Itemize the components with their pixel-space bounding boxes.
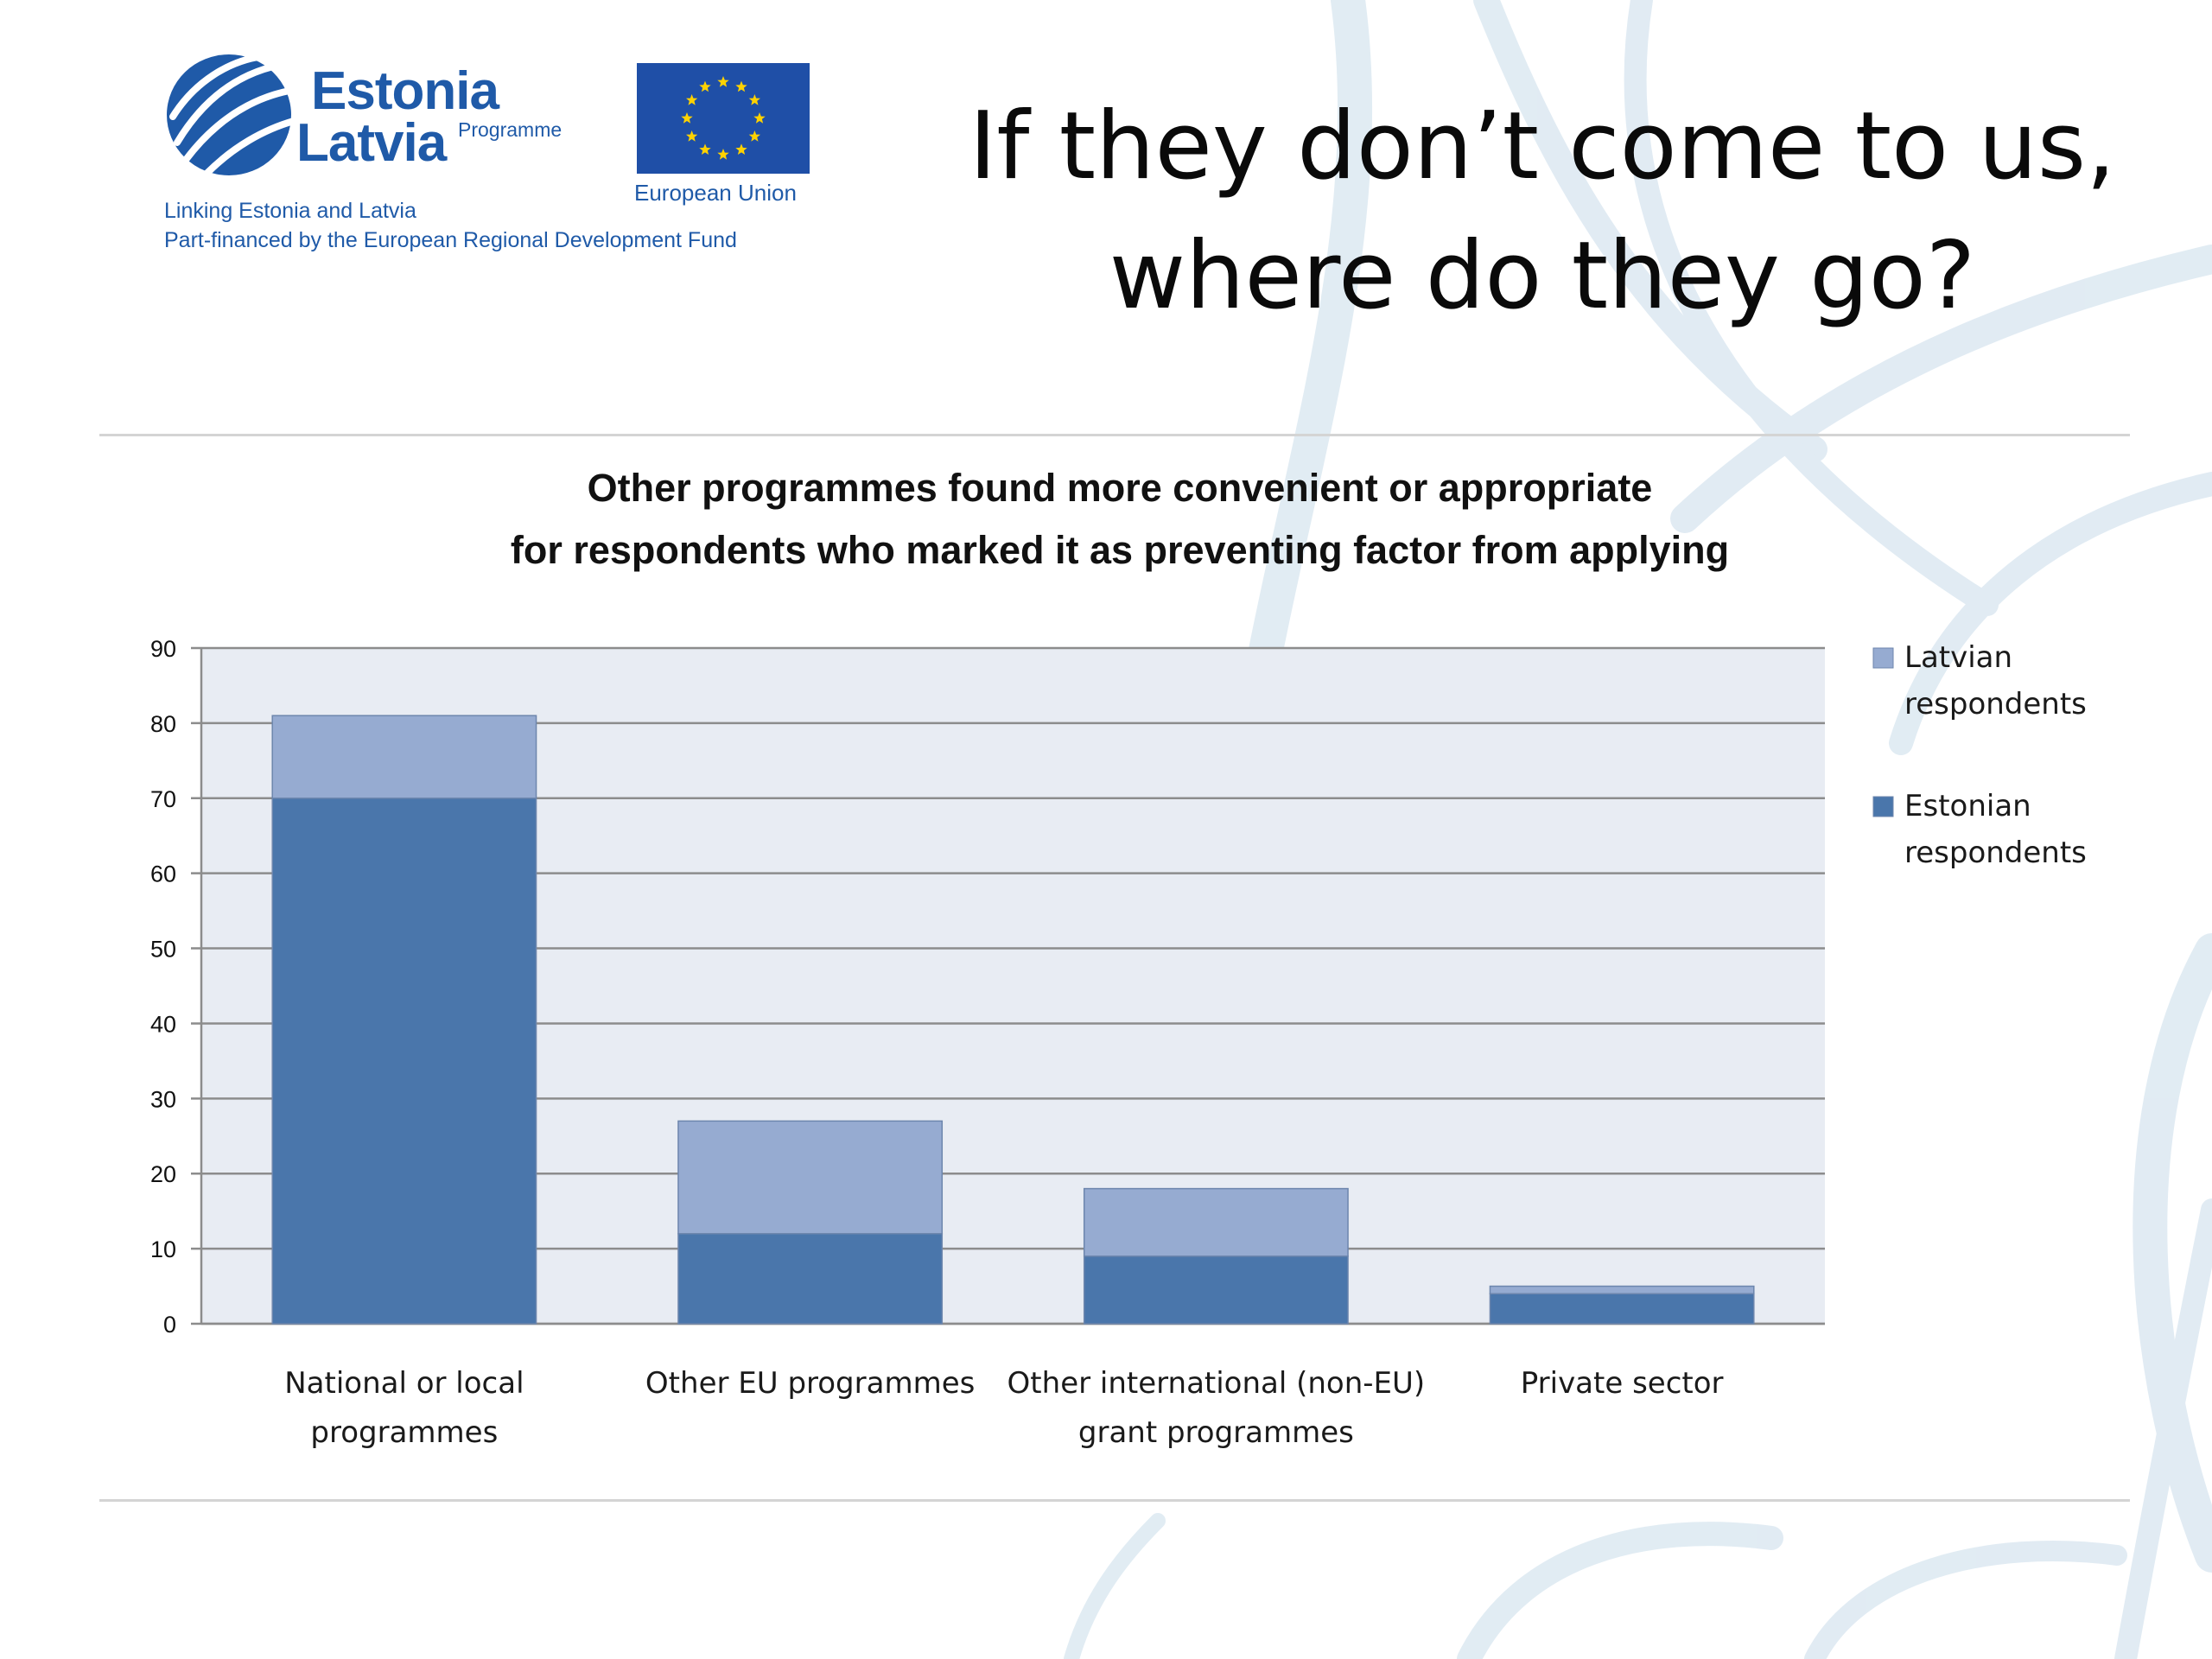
slide-title: If they don’t come to us, where do they … [929,82,2156,341]
y-tick-label: 80 [150,711,176,737]
x-category-label: National or local [284,1366,524,1401]
globe-logo-icon [167,53,297,176]
legend-swatch [1872,647,1894,669]
bar-segment-latvian [1489,1285,1755,1294]
divider-bottom [99,1499,2130,1502]
bar-segment-estonian [677,1232,944,1325]
eu-star-icon [681,112,693,124]
eu-star-icon [753,112,766,124]
logo-tagline-fund: Part-financed by the European Regional D… [164,228,737,252]
x-category-label: grant programmes [1078,1415,1354,1450]
divider-top [99,434,2130,436]
eu-star-icon [735,143,747,155]
legend-label: respondents [1904,687,2087,721]
y-tick-label: 50 [150,937,176,963]
bar-segment-estonian [1083,1255,1349,1325]
bar-segment-latvian [271,715,537,799]
chart-title-line: Other programmes found more convenient o… [588,466,1653,510]
legend-label: respondents [1904,836,2087,870]
eu-star-icon [686,130,698,142]
x-category-label: programmes [310,1415,498,1450]
logo-tagline-linking: Linking Estonia and Latvia [164,199,416,223]
eu-star-icon [748,94,760,105]
y-tick-label: 90 [150,636,176,662]
eu-flag-icon [637,63,810,174]
y-tick-label: 60 [150,861,176,887]
y-tick-label: 30 [150,1086,176,1112]
bar-segment-estonian [1489,1293,1755,1325]
eu-star-icon [717,149,729,160]
x-category-label: Other EU programmes [645,1366,975,1401]
eu-star-icon [686,94,698,105]
y-tick-label: 20 [150,1161,176,1187]
bar-segment-latvian [1083,1187,1349,1257]
eu-star-icon [717,76,729,87]
logo-programme-label: Programme [458,118,563,141]
y-tick-label: 0 [163,1312,176,1338]
eu-star-icon [699,80,711,92]
legend-swatch [1872,796,1894,817]
legend-label: Latvian [1904,640,2012,675]
y-tick-label: 40 [150,1011,176,1037]
x-category-label: Other international (non-EU) [1007,1366,1426,1401]
bar-segment-latvian [677,1120,944,1235]
slide-title-line-1: If they don’t come to us, [969,92,2116,200]
x-category-label: Private sector [1521,1366,1724,1401]
programme-logo: Estonia Latvia Programme European Union … [160,43,817,268]
eu-star-icon [735,80,747,92]
slide-title-line-2: where do they go? [1109,222,1976,330]
y-tick-label: 70 [150,786,176,812]
legend-label: Estonian [1904,789,2031,823]
logo-word-estonia: Estonia [311,61,499,121]
chart-title-line: for respondents who marked it as prevent… [511,528,1729,572]
y-tick-label: 10 [150,1236,176,1262]
bar-segment-estonian [271,798,537,1325]
eu-star-icon [748,130,760,142]
logo-word-latvia: Latvia [296,113,447,173]
eu-label: European Union [634,180,797,206]
eu-star-icon [699,143,711,155]
